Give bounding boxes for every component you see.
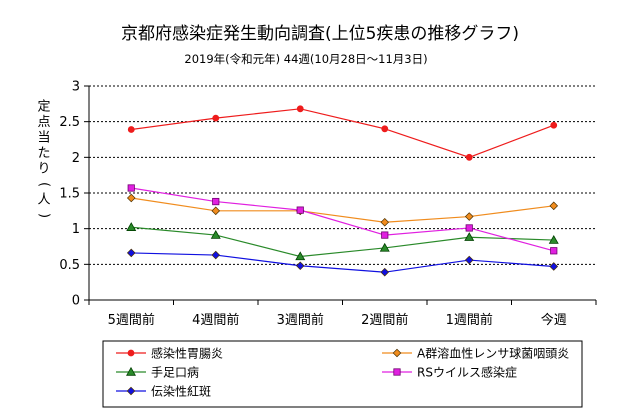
data-point (381, 231, 389, 239)
y-axis-label-char: ( (37, 182, 52, 187)
series-1 (127, 105, 558, 161)
data-point (380, 217, 390, 227)
x-tick-label: 2週間前 (361, 312, 408, 328)
data-point (548, 234, 559, 244)
x-tick-label: 5週間前 (108, 312, 155, 328)
y-tick-label: 0 (72, 294, 80, 309)
y-axis-label-char: 点 (37, 115, 50, 130)
data-point (296, 206, 304, 214)
series-3 (126, 222, 559, 261)
data-point (296, 105, 304, 113)
y-tick-label: 2.5 (59, 115, 80, 130)
data-point (126, 248, 136, 258)
legend-box (102, 340, 583, 408)
y-tick-labels: 0 0.5 1 1.5 2 2.5 3 (59, 80, 80, 309)
chart-title: 京都府感染症発生動向調査(上位5疾患の推移グラフ) (121, 24, 519, 44)
data-point (295, 251, 306, 261)
series-line (131, 108, 554, 158)
data-point (380, 267, 390, 277)
legend-marker (393, 368, 401, 376)
series-2 (126, 193, 559, 227)
y-axis-label-char: 人 (37, 193, 50, 208)
data-point (464, 255, 474, 265)
series-line (131, 252, 554, 273)
data-point (465, 153, 473, 161)
legend-marker (127, 349, 135, 357)
legend-marker (392, 348, 402, 358)
legend-marker (126, 366, 136, 376)
data-point (549, 201, 559, 211)
y-axis-label-char: り (37, 162, 50, 177)
y-axis-label-char: 当 (37, 131, 50, 146)
data-point (211, 206, 221, 216)
data-point (464, 232, 475, 241)
data-point (126, 222, 137, 231)
data-point (549, 262, 559, 271)
legend-label: 伝染性紅斑 (151, 384, 211, 399)
y-axis-label-char: 定 (37, 100, 50, 115)
series-line (131, 197, 554, 223)
y-tick-label: 1 (72, 222, 80, 237)
data-point (550, 247, 558, 255)
series-5 (126, 248, 559, 277)
data-point (550, 121, 558, 129)
data-point (212, 114, 220, 122)
chart-subtitle: 2019年(令和元年) 44週(10月28日～11月3日) (184, 52, 427, 66)
x-tick-label: 4週間前 (192, 312, 239, 328)
y-tick-label: 0.5 (59, 258, 80, 273)
gridlines (89, 85, 596, 265)
legend-entry: 手足口病 (116, 365, 199, 380)
legend-label: RSウイルス感染症 (417, 365, 517, 380)
data-point (464, 212, 474, 221)
data-point (210, 229, 221, 239)
legend-entry: RSウイルス感染症 (382, 365, 517, 380)
series-line (131, 226, 554, 258)
data-point (379, 242, 390, 252)
x-tick-label: 3週間前 (277, 312, 324, 328)
data-point (465, 224, 473, 232)
data-point (295, 261, 305, 271)
series-line (131, 187, 554, 252)
y-axis-label-char: ) (37, 213, 52, 218)
legend-label: A群溶血性レンサ球菌咽頭炎 (417, 346, 569, 361)
y-tick-label: 3 (72, 80, 80, 95)
y-tick-label: 2 (72, 151, 80, 166)
series-layer (126, 105, 559, 277)
legend-label: 感染性胃腸炎 (151, 346, 223, 361)
x-tick-label: 1週間前 (446, 312, 493, 328)
series-4 (127, 184, 558, 255)
legend-entry: A群溶血性レンサ球菌咽頭炎 (382, 346, 569, 361)
y-tick-label: 1.5 (59, 187, 80, 202)
x-tick-label: 今週 (541, 312, 567, 328)
data-point (127, 184, 135, 192)
data-point (212, 197, 220, 206)
axes (84, 85, 597, 305)
y-axis-label-char: た (37, 146, 50, 161)
data-point (127, 126, 135, 133)
x-tick-labels: 5週間前 4週間前 3週間前 2週間前 1週間前 今週 (108, 312, 567, 328)
legend-marker (126, 386, 136, 396)
legend-entry: 感染性胃腸炎 (116, 346, 223, 361)
legend-label: 手足口病 (151, 365, 199, 380)
data-point (126, 193, 136, 203)
legend-entry: 伝染性紅斑 (116, 384, 211, 399)
data-point (381, 125, 389, 133)
data-point (211, 250, 221, 260)
